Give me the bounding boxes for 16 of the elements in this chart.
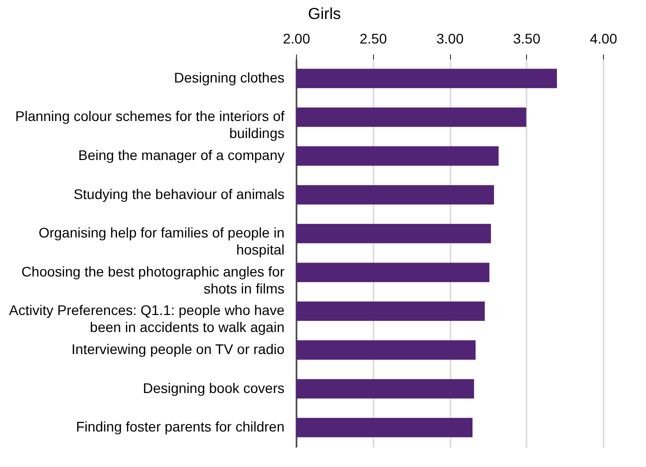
y-tick-label: Being the manager of a company — [78, 147, 284, 163]
chart-title: Girls — [308, 6, 341, 23]
y-tick-label: Designing clothes — [174, 69, 284, 86]
y-tick-label: Choosing the best photographic angles for shots in films — [21, 263, 285, 296]
y-tick-label: Activity Preferences: Q1.1: people who have been in accidents to walk again — [9, 302, 285, 336]
y-tick-label: Designing book covers — [142, 380, 284, 396]
x-tick-label: 2.50 — [360, 30, 388, 46]
y-tick-label: Studying the behaviour of animals — [74, 186, 284, 202]
y-tick-label: Organising help for families of people in hospital — [38, 224, 284, 258]
x-tick-label: 2.00 — [282, 30, 310, 46]
x-tick-label: 4.00 — [590, 30, 618, 46]
y-tick-label: Interviewing people on TV or radio — [72, 341, 285, 357]
y-tick-label: Finding foster parents for children — [76, 418, 284, 435]
x-tick-label: 3.50 — [513, 30, 541, 46]
x-tick-label: 3.00 — [436, 30, 464, 46]
y-tick-label: Planning colour schemes for the interiors of buildings — [15, 108, 285, 142]
